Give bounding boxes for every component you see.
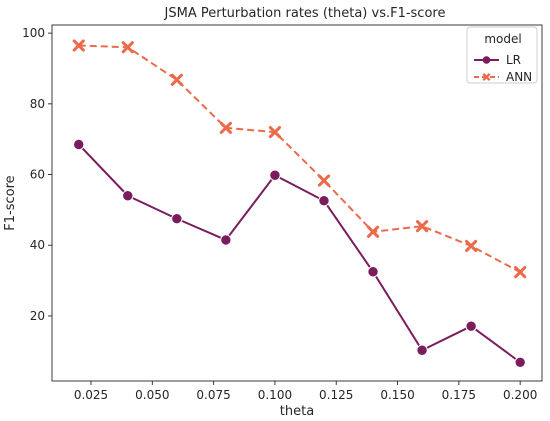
data-point-ann [366, 225, 380, 238]
data-point-ann [219, 121, 232, 134]
x-axis-label: theta [280, 404, 314, 419]
chart-title: JSMA Perturbation rates (theta) vs.F1-sc… [164, 6, 446, 21]
plot-frame [51, 24, 543, 382]
x-tick-label: 0.100 [258, 388, 292, 402]
y-tick-label: 60 [30, 168, 45, 182]
data-point-ann [121, 41, 134, 54]
x-tick-label: 0.050 [135, 388, 169, 402]
data-point-ann [465, 239, 478, 253]
x-marker-stroke [170, 73, 183, 86]
data-point-ann [514, 266, 527, 279]
x-tick-label: 0.175 [442, 388, 476, 402]
x-tick-label: 0.025 [74, 388, 108, 402]
data-point-lr [220, 234, 232, 246]
legend-box [466, 26, 538, 84]
series-layer [72, 39, 527, 368]
legend: model LR ANN [466, 26, 538, 84]
x-tick-label: 0.075 [196, 388, 230, 402]
legend-item-ann: ANN [474, 70, 532, 84]
series-line-lr [78, 143, 521, 364]
data-point-lr [318, 195, 330, 207]
y-tick-label: 20 [30, 309, 45, 323]
x-marker-stroke [465, 239, 478, 253]
data-point-lr [122, 190, 134, 202]
y-axis-label: F1-score [3, 175, 18, 230]
x-marker-stroke [514, 266, 527, 279]
legend-title: model [484, 32, 521, 46]
legend-marker [482, 56, 491, 64]
data-point-ann [170, 73, 183, 86]
data-point-lr [465, 320, 477, 332]
legend-item-lr: LR [474, 53, 521, 67]
x-tick-label: 0.150 [380, 388, 414, 402]
x-marker-stroke [72, 39, 85, 52]
series-line-ann [78, 44, 521, 273]
data-point-lr [514, 356, 526, 368]
legend-label: LR [506, 53, 521, 67]
x-marker-stroke [121, 41, 134, 54]
legend-label: ANN [506, 70, 532, 84]
series-lr [73, 138, 526, 368]
y-tick-label: 80 [30, 97, 45, 111]
y-axis: 20 40 60 80 100 [22, 26, 52, 323]
y-tick-label: 100 [22, 26, 45, 40]
x-tick-label: 0.200 [503, 388, 537, 402]
data-point-ann [317, 174, 331, 187]
data-point-lr [73, 138, 85, 151]
x-axis: 0.025 0.050 0.075 0.100 0.125 0.150 0.175 0.200 [74, 381, 537, 402]
x-marker-stroke [366, 225, 380, 238]
data-point-ann [72, 39, 85, 52]
series-ann [72, 39, 527, 279]
data-point-ann [268, 126, 282, 139]
y-tick-label: 40 [30, 238, 45, 252]
x-marker-stroke [268, 126, 282, 139]
data-point-lr [367, 266, 379, 278]
data-point-lr [416, 344, 428, 356]
x-marker-stroke [317, 174, 331, 187]
data-point-ann [415, 220, 429, 233]
data-point-lr [269, 169, 281, 181]
data-point-lr [171, 213, 183, 225]
x-tick-label: 0.125 [319, 388, 353, 402]
legend-marker [482, 72, 491, 82]
x-marker-stroke [219, 121, 232, 134]
x-marker-stroke [415, 220, 429, 233]
